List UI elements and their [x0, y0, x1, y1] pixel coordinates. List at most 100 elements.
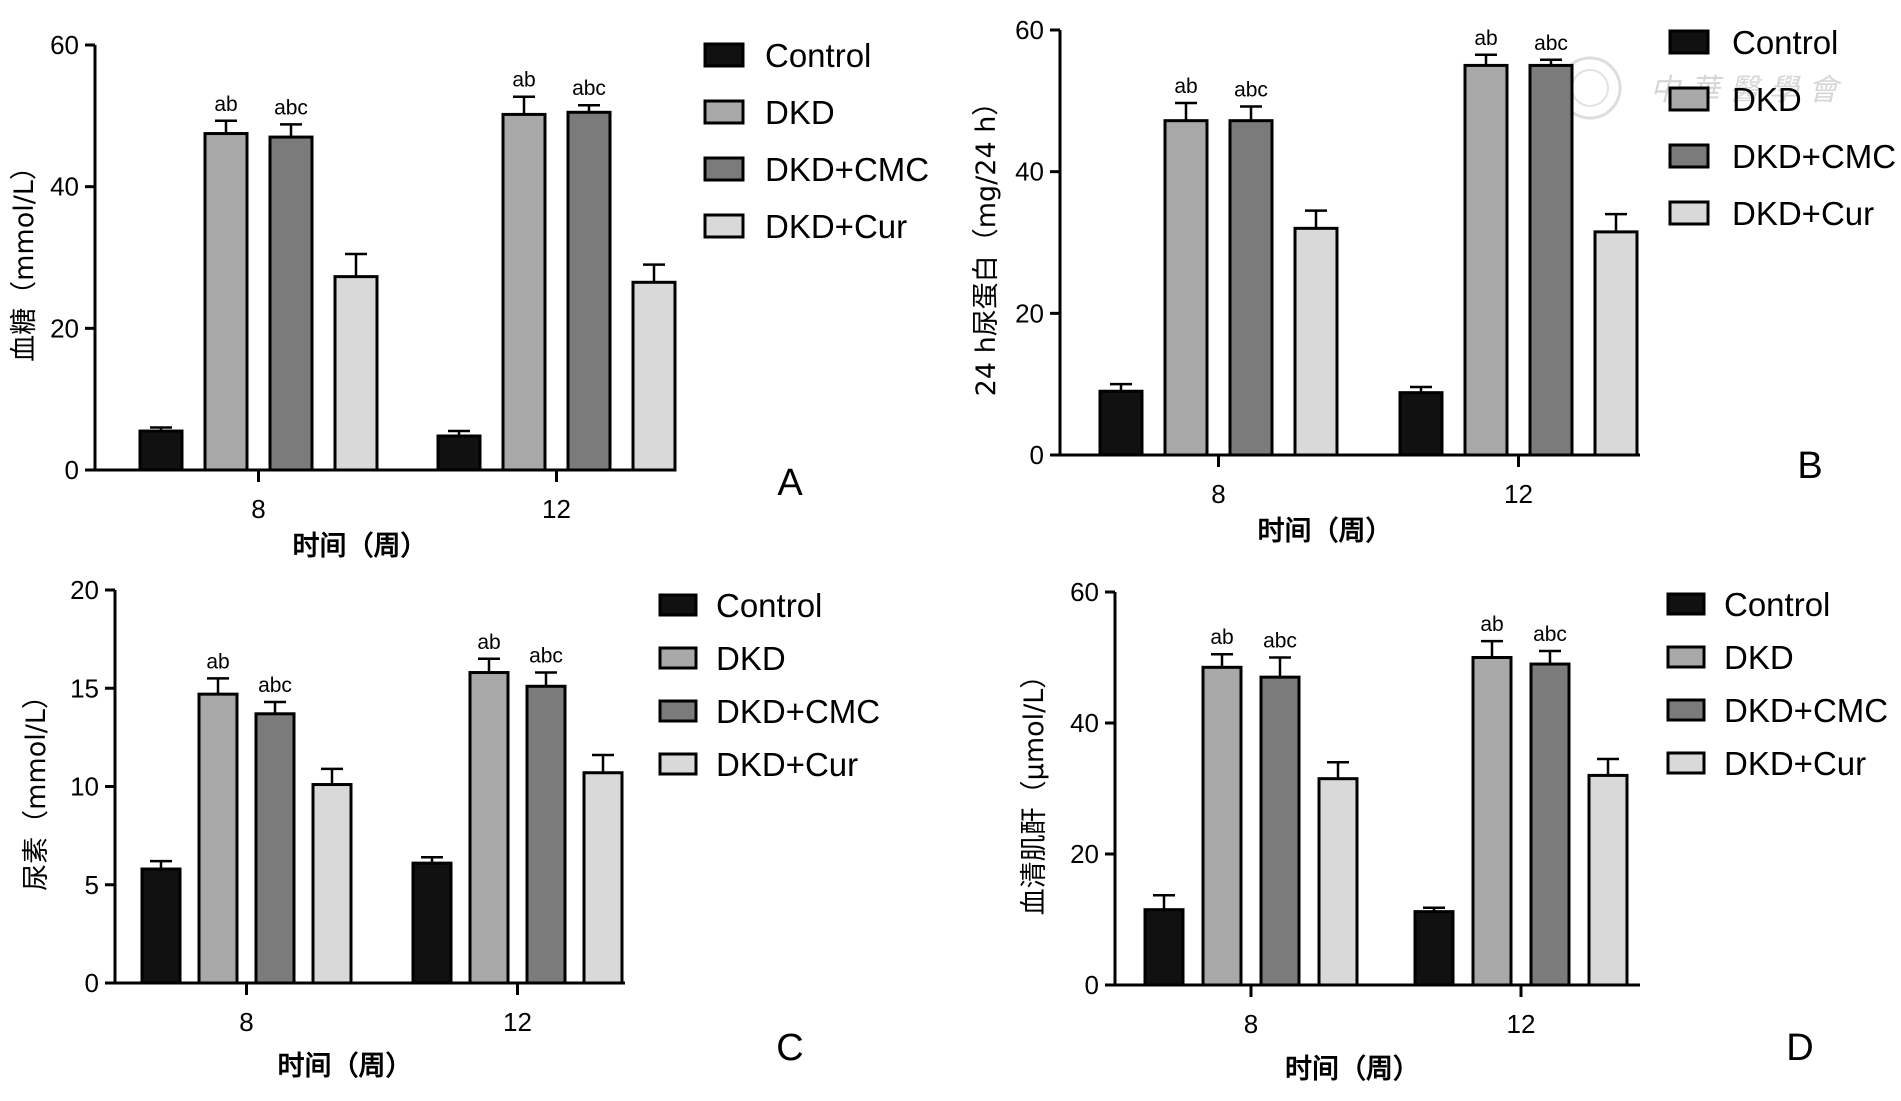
x-axis-title: 时间（周）	[1285, 1054, 1420, 1085]
significance-label: ab	[1210, 626, 1233, 649]
bar-dkd	[1201, 665, 1243, 987]
bar-dkd-cur	[631, 280, 677, 472]
significance-label: ab	[1174, 75, 1197, 98]
y-tick-label: 20	[1015, 298, 1044, 328]
legend-label: DKD+CMC	[1724, 692, 1888, 729]
panel-letter-b: B	[1797, 445, 1822, 487]
x-axis-title: 时间（周）	[1258, 516, 1393, 547]
legend-swatch-control	[658, 593, 698, 617]
x-tick-label: 8	[251, 494, 265, 524]
bar-dkd-cmc	[1259, 675, 1301, 987]
bar-dkd-cmc	[525, 684, 567, 985]
legend-c: Control DKD DKD+CMC DKD+Cur	[658, 587, 880, 783]
significance-label: ab	[512, 69, 535, 92]
legend-label: DKD	[1732, 81, 1802, 118]
legend-d: Control DKD DKD+CMC DKD+Cur	[1666, 586, 1888, 782]
legend-swatch-dkd	[1668, 86, 1710, 112]
significance-label: ab	[206, 650, 229, 673]
significance-label: abc	[1234, 79, 1268, 102]
legend-label: DKD	[765, 94, 835, 131]
significance-label: abc	[572, 77, 606, 100]
bar-dkd-cmc	[1529, 662, 1571, 987]
x-tick-label: 8	[1211, 479, 1225, 509]
y-axis-title: 尿素（mmol/L）	[21, 682, 52, 891]
bar-dkd	[1463, 63, 1509, 457]
y-tick-label: 5	[85, 870, 99, 900]
significance-label: ab	[1480, 613, 1503, 636]
legend-swatch-dkd-cur	[658, 752, 698, 776]
bar-dkd-cur	[1293, 226, 1339, 457]
bar-dkd-cur	[582, 771, 624, 985]
legend-swatch-dkd-cur	[703, 213, 745, 239]
y-tick-label: 60	[50, 30, 79, 60]
bar-control	[1098, 389, 1144, 457]
x-tick-label: 12	[542, 494, 571, 524]
bar-dkd-cur	[1587, 773, 1629, 987]
legend-label: DKD+CMC	[1732, 138, 1896, 175]
significance-label: abc	[529, 645, 563, 668]
legend-swatch-dkd-cmc	[1666, 698, 1706, 722]
panel-letter-d: D	[1786, 1027, 1813, 1069]
bar-control	[140, 867, 182, 985]
y-axis-title: 24 h尿蛋白（mg/24 h）	[971, 89, 1002, 397]
legend-swatch-dkd-cur	[1668, 200, 1710, 226]
panel-d: 0 20 40 60 8 ab abc 12 ab abc 时间（周） 血清肌酐（μmol/L） Con…	[1019, 577, 1888, 1085]
legend-swatch-dkd-cmc	[703, 156, 745, 182]
legend-swatch-dkd-cur	[1666, 751, 1706, 775]
panel-letter-c: C	[776, 1027, 803, 1069]
y-tick-label: 0	[65, 455, 79, 485]
legend-label: Control	[716, 587, 822, 624]
legend-label: Control	[765, 37, 871, 74]
y-tick-label: 20	[50, 313, 79, 343]
bar-dkd	[1163, 119, 1209, 457]
bar-control	[1413, 910, 1455, 987]
y-tick-label: 40	[1070, 708, 1099, 738]
significance-label: abc	[1534, 32, 1568, 55]
x-tick-label: 12	[1504, 479, 1533, 509]
y-tick-label: 20	[1070, 839, 1099, 869]
legend-label: DKD	[716, 640, 786, 677]
x-tick-label: 8	[239, 1007, 253, 1037]
legend-swatch-control	[703, 42, 745, 68]
bar-control	[411, 861, 453, 985]
panel-a: 0 20 40 60 8 ab abc 12 ab abc 时间（周） 血糖（mmol/L） Contr…	[9, 30, 929, 562]
y-tick-label: 10	[70, 772, 99, 802]
y-tick-label: 20	[70, 575, 99, 605]
y-axis-title: 血糖（mmol/L）	[9, 153, 40, 362]
bar-control	[138, 429, 184, 472]
legend-label: DKD+Cur	[765, 208, 907, 245]
bar-dkd-cur	[1317, 777, 1359, 987]
y-tick-label: 0	[1085, 970, 1099, 1000]
legend-label: Control	[1724, 586, 1830, 623]
legend-label: DKD+Cur	[1732, 195, 1874, 232]
x-tick-label: 8	[1244, 1009, 1258, 1039]
y-tick-label: 40	[1015, 157, 1044, 187]
bar-dkd-cmc	[1228, 119, 1274, 457]
watermark-seal-inner	[1571, 69, 1609, 107]
legend-label: Control	[1732, 24, 1838, 61]
y-tick-label: 0	[1030, 440, 1044, 470]
legend-label: DKD+CMC	[716, 693, 880, 730]
bar-dkd-cmc	[254, 712, 296, 985]
legend-swatch-dkd	[703, 99, 745, 125]
significance-label: abc	[1263, 630, 1297, 653]
y-tick-label: 60	[1015, 15, 1044, 45]
bar-dkd	[501, 112, 547, 472]
legend-swatch-dkd-cmc	[658, 699, 698, 723]
bar-control	[1143, 908, 1185, 987]
legend-label: DKD+Cur	[716, 746, 858, 783]
legend-b: Control DKD DKD+CMC DKD+Cur	[1668, 24, 1896, 232]
y-tick-label: 15	[70, 673, 99, 703]
x-axis-title: 时间（周）	[278, 1051, 413, 1082]
bar-dkd	[203, 132, 249, 472]
bar-control	[1398, 391, 1444, 457]
bar-dkd-cmc	[566, 110, 612, 472]
bar-dkd	[1471, 656, 1513, 987]
legend-swatch-control	[1668, 29, 1710, 55]
significance-label: ab	[477, 631, 500, 654]
y-axis-title: 血清肌酐（μmol/L）	[1019, 662, 1050, 916]
significance-label: abc	[258, 674, 292, 697]
legend-swatch-dkd	[658, 646, 698, 670]
legend-swatch-dkd	[1666, 645, 1706, 669]
